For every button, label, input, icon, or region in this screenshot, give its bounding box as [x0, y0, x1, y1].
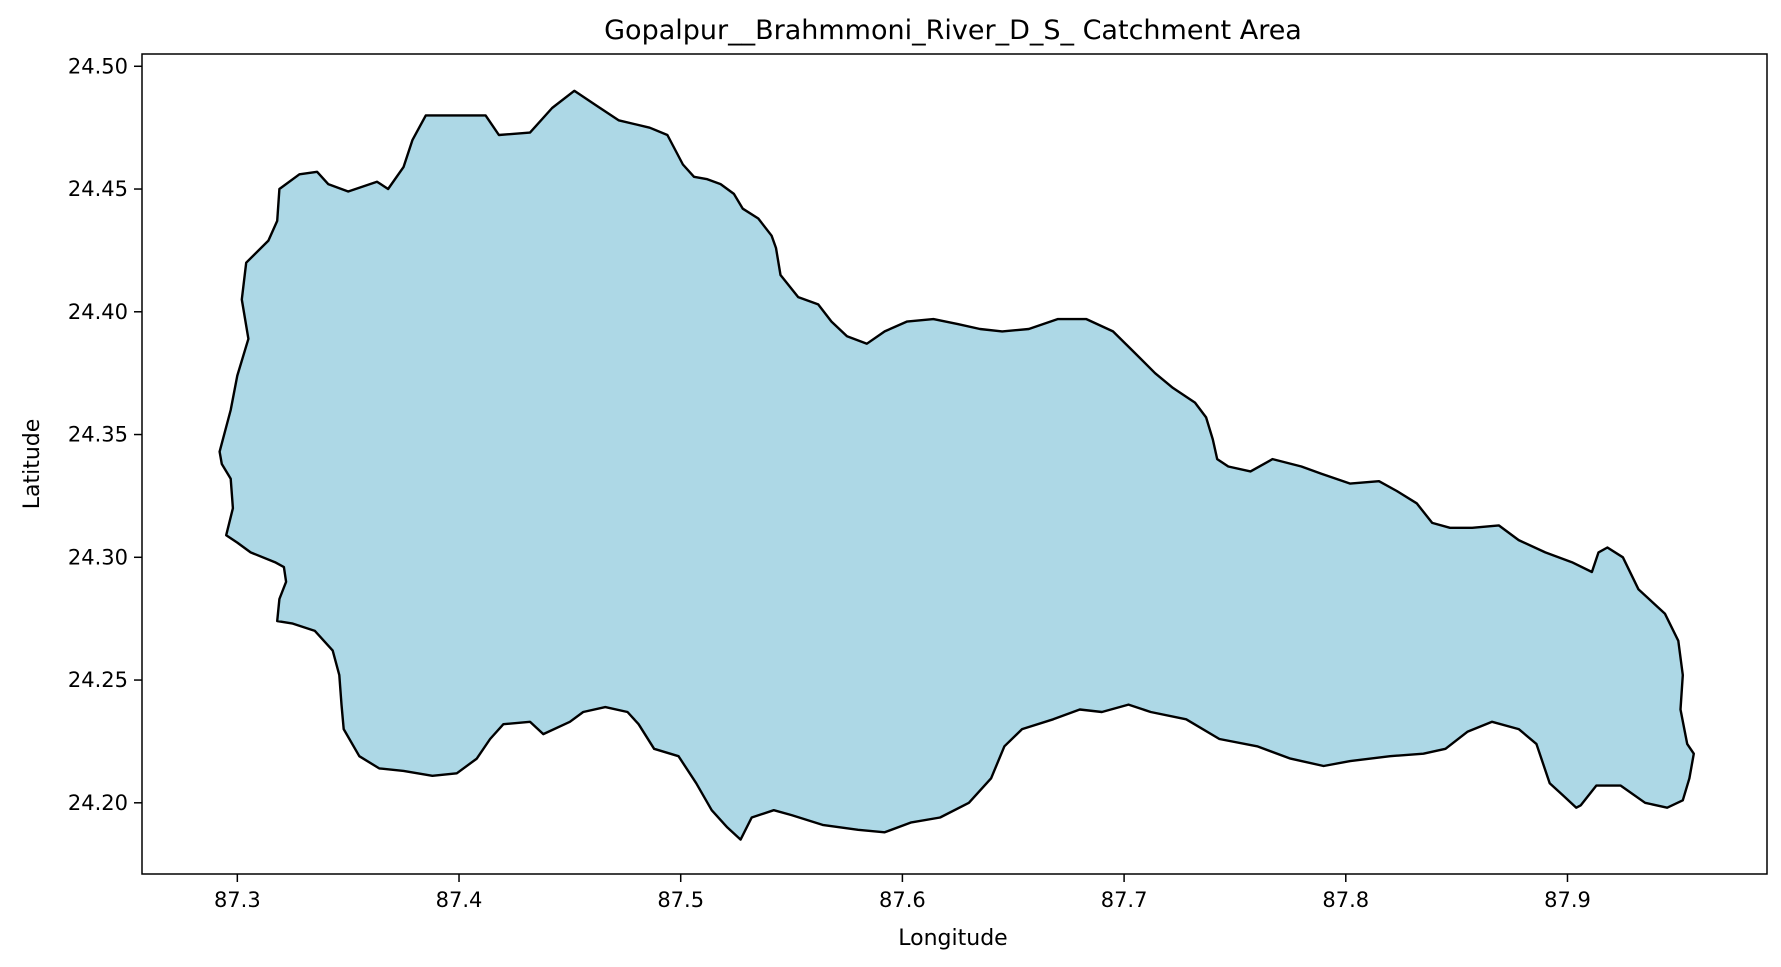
x-tick-label: 87.3 — [214, 888, 261, 912]
x-tick-label: 87.5 — [657, 888, 704, 912]
x-axis-ticks: 87.3 87.4 87.5 87.6 87.7 87.8 87.9 — [214, 874, 1591, 912]
y-axis-label: Latitude — [20, 419, 45, 510]
y-tick-label: 24.30 — [68, 545, 128, 569]
y-tick-label: 24.40 — [68, 300, 128, 324]
catchment-boundary-polygon — [218, 89, 1695, 841]
y-axis-ticks: 24.20 24.25 24.30 24.35 24.40 24.45 24.50 — [68, 54, 142, 815]
x-tick-label: 87.4 — [436, 888, 483, 912]
x-tick-label: 87.8 — [1322, 888, 1369, 912]
y-tick-label: 24.25 — [68, 668, 128, 692]
y-tick-label: 24.20 — [68, 791, 128, 815]
y-tick-label: 24.45 — [68, 177, 128, 201]
y-tick-label: 24.35 — [68, 423, 128, 447]
x-tick-label: 87.9 — [1544, 888, 1591, 912]
plot-area — [141, 53, 1768, 875]
x-axis-label: Longitude — [898, 926, 1007, 951]
x-tick-label: 87.6 — [879, 888, 926, 912]
x-tick-label: 87.7 — [1101, 888, 1148, 912]
y-tick-label: 24.50 — [68, 54, 128, 78]
axes-frame — [141, 53, 1768, 875]
chart-title: Gopalpur__Brahmmoni_River_D_S_ Catchment… — [604, 15, 1302, 46]
